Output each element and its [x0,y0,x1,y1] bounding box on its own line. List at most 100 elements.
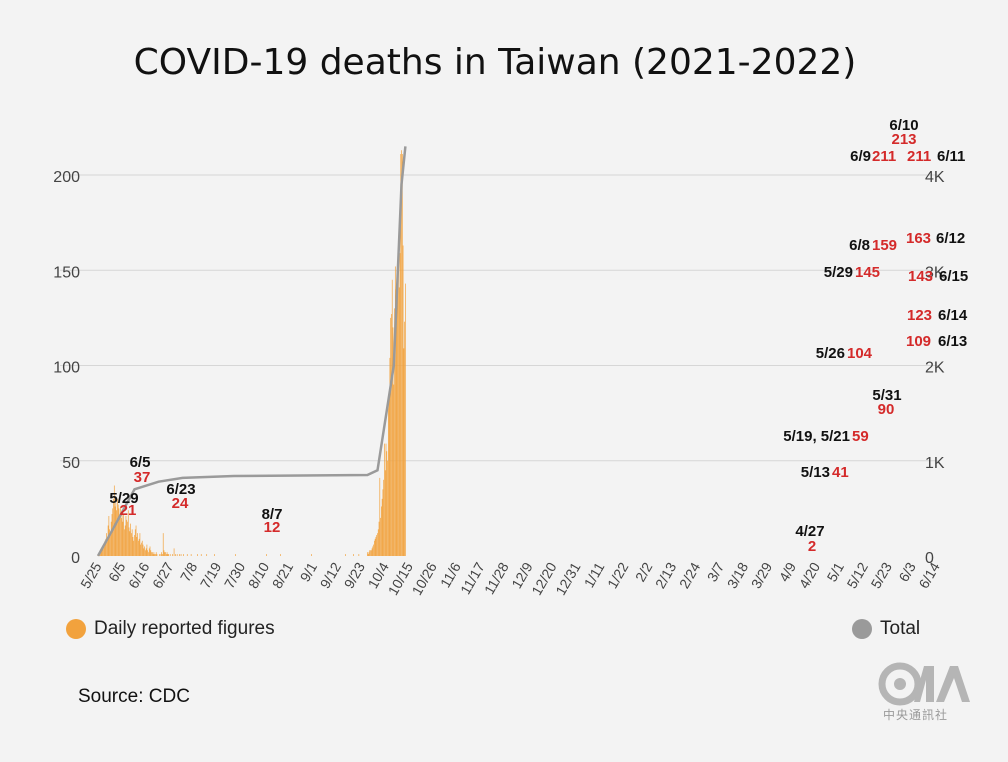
daily-bar [200,554,202,556]
daily-bar [385,443,387,556]
daily-bar [161,552,163,556]
annotation-date: 6/13 [938,333,967,350]
x-tick-label: 8/21 [269,559,297,591]
annotation-value: 163 [906,230,931,247]
annotation-date: 6/11 [937,148,965,165]
annotation-date: 5/29 [109,490,138,507]
daily-bar [126,519,128,556]
annotation-value: 41 [832,464,849,481]
daily-bar [172,554,173,556]
daily-bar [120,506,121,556]
right-axis-tick: 4K [925,169,945,186]
legend-total-label: Total [880,618,921,639]
daily-bar [401,154,403,557]
daily-bar [109,529,110,556]
daily-bar [173,548,175,556]
source-note: Source: CDC [78,686,190,707]
x-tick-label: 10/26 [409,559,440,598]
daily-bar [107,525,109,556]
legend-total: Total [852,618,920,640]
daily-bar [154,554,156,556]
daily-bar [134,535,135,556]
annotation-value: 2 [808,538,816,555]
right-axis-tick: 2K [925,360,945,377]
daily-bar [135,525,137,556]
daily-bar [105,538,107,556]
daily-bar [190,554,192,556]
daily-bar [150,550,152,556]
daily-bar [399,253,401,557]
daily-bar [134,529,136,556]
daily-bar [400,154,402,557]
daily-bar [387,460,388,556]
daily-bar [370,550,372,556]
annotation-value: 24 [172,495,189,512]
daily-bar [131,533,132,556]
daily-bar [102,548,104,556]
daily-bar [381,498,383,556]
daily-bar [375,536,377,556]
daily-bar [162,533,164,556]
daily-bar [405,283,406,556]
x-tick-label: 9/1 [297,559,321,584]
daily-bar [153,552,155,556]
x-tick-label: 11/28 [481,559,512,597]
daily-bar [165,554,167,556]
daily-bar [131,529,133,556]
daily-bar [391,314,392,556]
daily-bar [379,477,381,556]
daily-bar [280,554,281,556]
left-axis-tick: 150 [53,264,80,281]
daily-bar [214,554,215,556]
daily-bar [397,289,399,556]
cna-logo-text: 中央通訊社 [883,708,949,722]
x-tick-label: 2/2 [632,559,656,584]
x-tick-label: 6/14 [915,559,943,591]
left-axis-tick: 50 [62,455,80,472]
daily-bar [380,517,381,556]
daily-bar [389,357,391,556]
daily-bar [127,521,128,556]
x-tick-label: 7/8 [177,559,201,584]
daily-bar [165,552,166,556]
daily-bar [116,510,117,556]
x-tick-label: 9/23 [341,559,369,591]
daily-bar [235,554,236,556]
annotation-value: 145 [855,264,880,281]
x-tick-label: 7/30 [221,559,249,591]
daily-bar [186,554,188,556]
daily-bar [106,536,108,556]
daily-bar [345,554,346,556]
daily-bar [101,550,103,556]
annotation-date: 6/9 [850,148,871,165]
annotation-value: 213 [891,131,916,148]
legend-total-swatch [852,619,872,639]
left-axis-tick: 100 [53,360,80,377]
daily-bar [111,514,113,556]
daily-bar [146,544,148,556]
daily-bar [112,508,114,556]
daily-bar [104,540,106,556]
daily-bar [378,521,380,556]
x-tick-label: 8/10 [245,559,273,591]
daily-bar [394,308,395,556]
x-tick-label: 5/1 [823,559,847,584]
annotation-value: 123 [907,307,932,324]
daily-bar [403,348,405,556]
daily-bar [374,538,376,556]
x-tick-label: 4/9 [776,559,800,584]
daily-bar [391,279,393,556]
daily-bar [367,552,368,556]
x-tick-label: 3/18 [724,559,752,591]
daily-bar [370,550,371,556]
daily-bar [374,540,375,556]
daily-bar [388,394,390,556]
right-axis-tick: 1K [925,455,945,472]
daily-bar [136,536,138,556]
daily-bar [143,548,145,556]
x-tick-label: 2/13 [652,559,680,591]
daily-bar [110,533,111,556]
daily-bar [130,523,131,556]
daily-bar [103,546,105,556]
